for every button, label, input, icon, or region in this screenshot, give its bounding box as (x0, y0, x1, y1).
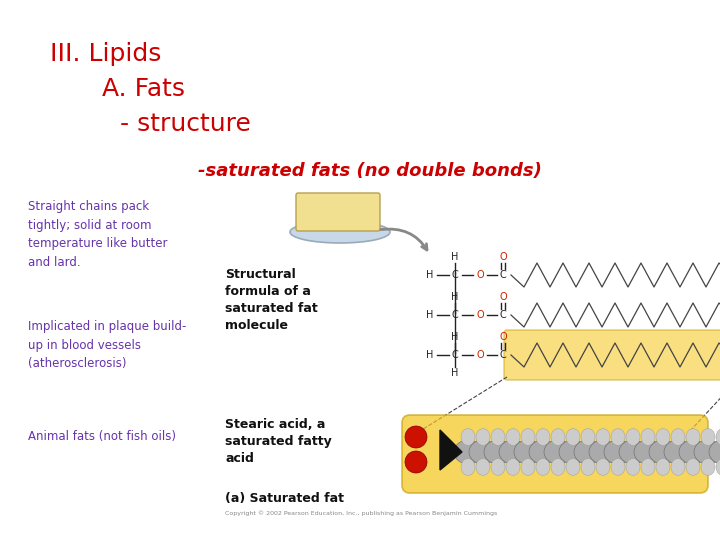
Text: O: O (499, 332, 507, 342)
Ellipse shape (701, 458, 715, 475)
Text: C: C (451, 310, 459, 320)
Text: H: H (451, 252, 459, 262)
Ellipse shape (491, 429, 505, 446)
Text: - structure: - structure (80, 112, 251, 136)
Text: H: H (426, 350, 433, 360)
Text: O: O (476, 310, 484, 320)
Ellipse shape (506, 429, 520, 446)
Text: C: C (451, 350, 459, 360)
Text: (a) Saturated fat: (a) Saturated fat (225, 492, 344, 505)
Ellipse shape (476, 429, 490, 446)
Ellipse shape (589, 440, 617, 464)
Ellipse shape (514, 440, 542, 464)
FancyBboxPatch shape (504, 330, 720, 380)
Ellipse shape (596, 429, 610, 446)
Text: H: H (451, 292, 459, 302)
Text: Implicated in plaque build-
up in blood vessels
(atherosclerosis): Implicated in plaque build- up in blood … (28, 320, 186, 370)
Ellipse shape (469, 440, 497, 464)
Ellipse shape (716, 458, 720, 475)
Ellipse shape (566, 429, 580, 446)
Text: H: H (426, 270, 433, 280)
Text: O: O (476, 350, 484, 360)
Ellipse shape (290, 221, 390, 243)
Ellipse shape (544, 440, 572, 464)
Ellipse shape (491, 458, 505, 475)
Ellipse shape (529, 440, 557, 464)
Ellipse shape (574, 440, 602, 464)
Text: Copyright © 2002 Pearson Education, Inc., publishing as Pearson Benjamin Cumming: Copyright © 2002 Pearson Education, Inc.… (225, 510, 498, 516)
Ellipse shape (641, 458, 655, 475)
Ellipse shape (671, 429, 685, 446)
Polygon shape (440, 430, 462, 470)
Text: H: H (451, 368, 459, 378)
Ellipse shape (634, 440, 662, 464)
Ellipse shape (686, 429, 700, 446)
Text: A. Fats: A. Fats (70, 77, 185, 101)
Ellipse shape (536, 458, 550, 475)
Ellipse shape (671, 458, 685, 475)
Ellipse shape (405, 451, 427, 473)
Text: C: C (500, 270, 506, 280)
Text: H: H (451, 332, 459, 342)
FancyBboxPatch shape (296, 193, 380, 231)
Ellipse shape (559, 440, 587, 464)
Ellipse shape (626, 429, 640, 446)
Ellipse shape (649, 440, 677, 464)
Ellipse shape (641, 429, 655, 446)
Text: Structural
formula of a
saturated fat
molecule: Structural formula of a saturated fat mo… (225, 268, 318, 332)
Ellipse shape (521, 429, 535, 446)
Ellipse shape (461, 458, 475, 475)
Ellipse shape (499, 440, 527, 464)
Ellipse shape (656, 429, 670, 446)
Ellipse shape (566, 458, 580, 475)
FancyBboxPatch shape (402, 415, 708, 493)
Ellipse shape (506, 458, 520, 475)
Text: H: H (426, 310, 433, 320)
Ellipse shape (664, 440, 692, 464)
Ellipse shape (716, 429, 720, 446)
Ellipse shape (626, 458, 640, 475)
Text: C: C (500, 310, 506, 320)
Ellipse shape (484, 440, 512, 464)
Ellipse shape (656, 458, 670, 475)
Text: O: O (499, 292, 507, 302)
Ellipse shape (709, 440, 720, 464)
Ellipse shape (686, 458, 700, 475)
Ellipse shape (611, 458, 625, 475)
Ellipse shape (476, 458, 490, 475)
Text: Straight chains pack
tightly; solid at room
temperature like butter
and lard.: Straight chains pack tightly; solid at r… (28, 200, 168, 268)
Ellipse shape (679, 440, 707, 464)
Ellipse shape (454, 440, 482, 464)
Ellipse shape (604, 440, 632, 464)
Text: Animal fats (not fish oils): Animal fats (not fish oils) (28, 430, 176, 443)
Text: O: O (499, 252, 507, 262)
Ellipse shape (581, 458, 595, 475)
Text: C: C (451, 270, 459, 280)
Ellipse shape (551, 458, 565, 475)
Ellipse shape (694, 440, 720, 464)
Ellipse shape (596, 458, 610, 475)
Ellipse shape (405, 426, 427, 448)
Text: C: C (500, 350, 506, 360)
Ellipse shape (619, 440, 647, 464)
Ellipse shape (551, 429, 565, 446)
Ellipse shape (581, 429, 595, 446)
Text: O: O (476, 270, 484, 280)
Ellipse shape (611, 429, 625, 446)
Ellipse shape (521, 458, 535, 475)
Text: III. Lipids: III. Lipids (50, 42, 161, 66)
Text: Stearic acid, a
saturated fatty
acid: Stearic acid, a saturated fatty acid (225, 418, 332, 465)
Ellipse shape (536, 429, 550, 446)
Text: -saturated fats (no double bonds): -saturated fats (no double bonds) (198, 162, 542, 180)
Ellipse shape (701, 429, 715, 446)
Ellipse shape (461, 429, 475, 446)
